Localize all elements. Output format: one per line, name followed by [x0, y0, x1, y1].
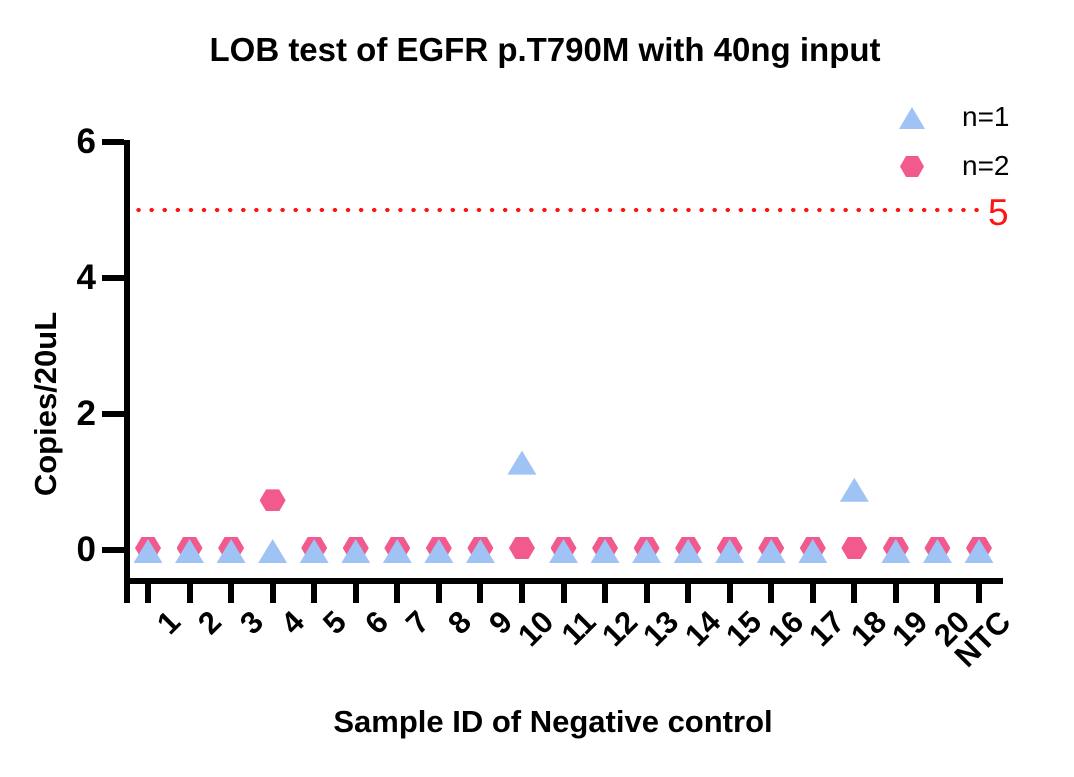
hexagon-marker: [841, 537, 868, 559]
x-tick: [269, 584, 276, 603]
x-tick: [934, 584, 941, 603]
x-tick: [228, 584, 235, 603]
triangle-marker: [507, 450, 537, 475]
x-axis-title: Sample ID of Negative control: [333, 704, 773, 739]
x-tick: [892, 584, 899, 603]
x-tick-label: 6: [357, 604, 395, 641]
y-tick: [102, 547, 124, 553]
legend-label-n1: n=1: [962, 101, 1010, 132]
x-tick-label: 4: [274, 604, 312, 641]
x-tick-label: 9: [482, 604, 520, 641]
hexagon-icon: [900, 156, 924, 177]
y-axis-spine: [124, 140, 130, 603]
x-tick-label: 5: [316, 604, 353, 641]
threshold-line: [132, 207, 985, 213]
x-tick: [352, 584, 359, 603]
y-tick-label: 6: [76, 122, 96, 161]
x-tick: [726, 584, 733, 603]
triangle-marker: [839, 477, 869, 502]
x-tick-label: 2: [191, 604, 229, 641]
hexagon-marker: [508, 537, 535, 559]
y-tick-label: 2: [76, 394, 96, 433]
x-tick: [768, 584, 775, 603]
hexagon-marker: [259, 489, 286, 512]
threshold-label: 5: [988, 192, 1009, 233]
x-tick: [560, 584, 567, 603]
triangle-icon: [899, 107, 925, 129]
x-axis-spine: [124, 578, 1003, 584]
x-tick: [643, 584, 650, 603]
legend-label-n2: n=2: [962, 150, 1010, 181]
x-tick: [602, 584, 609, 603]
x-tick: [394, 584, 401, 603]
x-tick: [809, 584, 816, 603]
y-tick: [102, 411, 124, 417]
x-tick-label: 1: [149, 604, 187, 641]
x-tick: [186, 584, 193, 603]
x-tick: [851, 584, 858, 603]
x-tick: [477, 584, 484, 603]
x-tick-label: 10: [511, 604, 561, 654]
y-tick: [102, 139, 124, 145]
x-tick: [685, 584, 692, 603]
x-tick: [518, 584, 525, 603]
y-tick-label: 0: [76, 530, 96, 569]
chart-title: LOB test of EGFR p.T790M with 40ng input: [209, 31, 881, 68]
x-tick-label: 7: [399, 604, 437, 641]
x-tick: [145, 584, 151, 603]
x-tick: [435, 584, 442, 603]
triangle-marker: [258, 539, 288, 563]
y-tick: [102, 275, 124, 281]
y-tick-label: 4: [76, 258, 96, 297]
x-tick: [311, 584, 318, 603]
x-tick-label: 8: [440, 604, 478, 641]
x-tick-label: 3: [232, 604, 270, 641]
x-tick: [976, 584, 982, 603]
